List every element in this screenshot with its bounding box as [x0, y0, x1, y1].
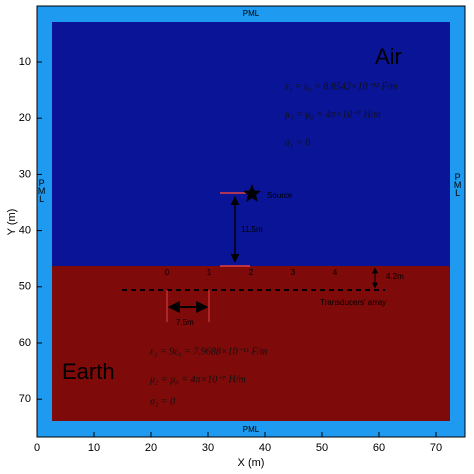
earth-region: [52, 266, 450, 421]
transducer-indices: 0 1 2 3 4: [165, 268, 338, 277]
transducer-index: 0: [165, 268, 170, 277]
x-tick-label: 50: [316, 442, 328, 454]
x-tick-label: 10: [88, 442, 100, 454]
air-label: Air: [375, 44, 402, 69]
y-tick-label: 60: [19, 337, 31, 349]
pml-label: PML: [453, 172, 463, 196]
x-tick-label: 70: [430, 442, 442, 454]
x-tick-label: 60: [373, 442, 385, 454]
equation: ε₁ = ε₀ = 8.8542×10⁻¹² F/m: [285, 81, 397, 92]
x-tick-label: 0: [34, 442, 40, 454]
pml-label: PML: [243, 9, 260, 18]
y-tick-label: 40: [19, 225, 31, 237]
equation: μ₁ = μ₀ = 4π×10⁻⁷ H/m: [284, 109, 381, 120]
equation: σ₂ = 0: [150, 396, 175, 407]
earth-label: Earth: [62, 359, 115, 384]
pml-label: PML: [243, 425, 260, 434]
transducer-index: 4: [333, 268, 338, 277]
source-star: [243, 184, 261, 202]
y-tick-label: 70: [19, 393, 31, 405]
array-label: Transducers' array: [320, 298, 386, 307]
y-tick-label: 10: [19, 56, 31, 68]
transducer-index: 2: [249, 268, 254, 277]
x-tick-label: 20: [145, 442, 157, 454]
y-tick-label: 20: [19, 112, 31, 124]
x-tick-label: 30: [202, 442, 214, 454]
spacing-label: 7.5m: [176, 318, 194, 327]
equation: μ₂ = μ₀ = 4π×10⁻⁷ H/m: [149, 374, 246, 385]
y-tick-label: 30: [19, 168, 31, 180]
x-axis-label: X (m): [238, 457, 265, 469]
equation: σ₁ = 0: [285, 137, 310, 148]
pml-label: PML: [37, 178, 47, 202]
y-tick-label: 50: [19, 281, 31, 293]
air-region: [52, 22, 450, 266]
depth-label: 4.2m: [386, 272, 404, 281]
y-axis-label: Y (m): [6, 209, 18, 236]
equation: ε₂ = 9ε₀ = 7.9688×10⁻¹¹ F/m: [150, 346, 267, 357]
x-tick-label: 40: [259, 442, 271, 454]
height-label: 11.5m: [241, 225, 263, 234]
transducer-index: 1: [207, 268, 212, 277]
source-label: Source: [267, 191, 293, 200]
transducer-index: 3: [291, 268, 296, 277]
